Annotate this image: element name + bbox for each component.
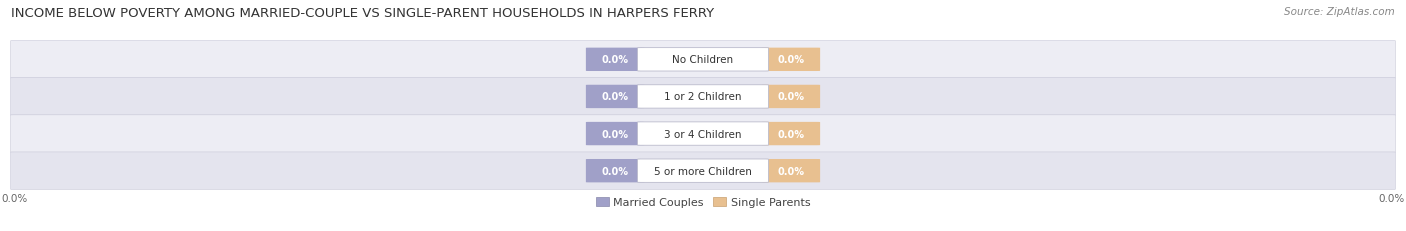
Text: 0.0%: 0.0% xyxy=(602,129,628,139)
FancyBboxPatch shape xyxy=(637,122,769,146)
FancyBboxPatch shape xyxy=(762,159,820,182)
Text: 0.0%: 0.0% xyxy=(778,166,804,176)
Text: 0.0%: 0.0% xyxy=(778,129,804,139)
Legend: Married Couples, Single Parents: Married Couples, Single Parents xyxy=(592,193,814,210)
Text: No Children: No Children xyxy=(672,55,734,65)
FancyBboxPatch shape xyxy=(11,115,1395,153)
Text: 5 or more Children: 5 or more Children xyxy=(654,166,752,176)
Text: 0.0%: 0.0% xyxy=(778,92,804,102)
FancyBboxPatch shape xyxy=(586,85,644,109)
Text: 0.0%: 0.0% xyxy=(602,166,628,176)
Text: INCOME BELOW POVERTY AMONG MARRIED-COUPLE VS SINGLE-PARENT HOUSEHOLDS IN HARPERS: INCOME BELOW POVERTY AMONG MARRIED-COUPL… xyxy=(11,7,714,20)
FancyBboxPatch shape xyxy=(762,85,820,109)
FancyBboxPatch shape xyxy=(637,159,769,182)
FancyBboxPatch shape xyxy=(11,152,1395,190)
FancyBboxPatch shape xyxy=(762,49,820,72)
FancyBboxPatch shape xyxy=(586,122,644,146)
FancyBboxPatch shape xyxy=(11,78,1395,116)
Text: Source: ZipAtlas.com: Source: ZipAtlas.com xyxy=(1284,7,1395,17)
FancyBboxPatch shape xyxy=(586,159,644,182)
FancyBboxPatch shape xyxy=(11,41,1395,79)
FancyBboxPatch shape xyxy=(586,49,644,72)
FancyBboxPatch shape xyxy=(637,85,769,109)
Text: 0.0%: 0.0% xyxy=(602,92,628,102)
FancyBboxPatch shape xyxy=(637,49,769,72)
Text: 1 or 2 Children: 1 or 2 Children xyxy=(664,92,742,102)
Text: 0.0%: 0.0% xyxy=(602,55,628,65)
Text: 3 or 4 Children: 3 or 4 Children xyxy=(664,129,742,139)
FancyBboxPatch shape xyxy=(762,122,820,146)
Text: 0.0%: 0.0% xyxy=(778,55,804,65)
